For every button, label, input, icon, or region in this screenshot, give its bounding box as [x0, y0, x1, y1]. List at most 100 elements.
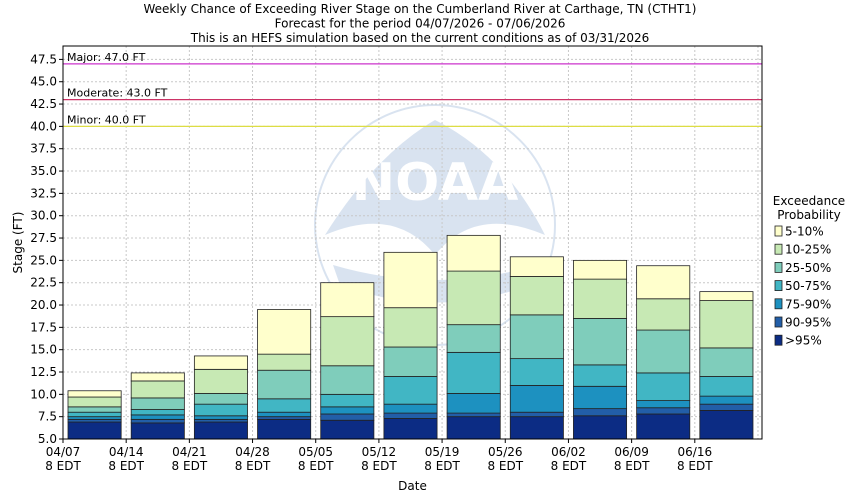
bar-segment	[383, 307, 438, 348]
bar-segment	[573, 408, 628, 417]
bar-segment	[636, 329, 691, 374]
threshold-label: Moderate: 43.0 FT	[67, 87, 168, 100]
x-tick-label-time: 8 EDT	[235, 459, 271, 473]
watermark-text: NOAA	[352, 153, 519, 213]
bar-segment	[130, 409, 185, 416]
x-tick-label-date: 04/28	[235, 445, 270, 459]
bar-segment	[699, 376, 754, 397]
bar-segment	[573, 385, 628, 410]
legend-label: >95%	[785, 334, 822, 348]
bar-segment	[67, 396, 122, 408]
x-tick-label-time: 8 EDT	[487, 459, 523, 473]
bar-segment	[699, 410, 754, 440]
y-axis-label: Stage (FT)	[11, 212, 25, 274]
bar-segment	[699, 300, 754, 349]
bar-segment	[573, 318, 628, 366]
bar-segment	[320, 419, 375, 440]
bar-segment	[383, 346, 438, 377]
bar-segment	[699, 395, 754, 405]
bar-segment	[257, 411, 312, 418]
bar-segment	[193, 403, 248, 417]
bar-segment	[67, 406, 122, 413]
bar-segment	[130, 397, 185, 410]
bar-segment	[193, 368, 248, 394]
x-tick-label-time: 8 EDT	[108, 459, 144, 473]
bar-segment	[446, 351, 501, 394]
bar-segment	[67, 416, 122, 420]
x-tick-label-time: 8 EDT	[172, 459, 208, 473]
bar-segment	[573, 415, 628, 440]
bar-segment	[636, 265, 691, 300]
bar-segment	[509, 256, 564, 277]
bar-segment	[130, 414, 185, 420]
x-tick-label-date: 04/14	[109, 445, 144, 459]
x-tick-label-date: 04/21	[172, 445, 207, 459]
bar-segment	[509, 314, 564, 360]
x-axis-label: Date	[398, 479, 427, 493]
y-tick-label: 25.0	[30, 253, 57, 267]
bar-segment	[257, 353, 312, 371]
bar-segment	[257, 416, 312, 420]
x-tick-label-time: 8 EDT	[677, 459, 713, 473]
bar-segment	[509, 416, 564, 440]
x-tick-label-time: 8 EDT	[45, 459, 81, 473]
bar-segment	[257, 369, 312, 400]
bar-segment	[446, 393, 501, 414]
chart-title-line-2: Forecast for the period 04/07/2026 - 07/…	[275, 17, 566, 31]
bar-segment	[446, 270, 501, 326]
bar-segment	[573, 278, 628, 319]
chart-title-line-1: Weekly Chance of Exceeding River Stage o…	[144, 2, 697, 16]
legend-label: 75-90%	[785, 297, 831, 311]
x-tick-label-date: 05/05	[298, 445, 333, 459]
x-tick-label-date: 05/26	[488, 445, 523, 459]
x-tick-label-time: 8 EDT	[361, 459, 397, 473]
bar-segment	[320, 406, 375, 415]
y-tick-label: 20.0	[30, 298, 57, 312]
legend-title: Exceedance	[773, 194, 845, 208]
legend-swatch	[774, 334, 783, 346]
legend-swatch	[774, 298, 783, 310]
bar-segment	[130, 372, 185, 382]
legend-swatch	[774, 316, 783, 328]
bar-segment	[573, 364, 628, 387]
legend-label: 90-95%	[785, 316, 831, 330]
bar-segment	[636, 372, 691, 401]
bar-segment	[67, 421, 122, 440]
threshold-label: Minor: 40.0 FT	[67, 113, 146, 126]
bar-segment	[636, 400, 691, 409]
y-tick-label: 22.5	[30, 276, 57, 290]
x-tick-label-time: 8 EDT	[298, 459, 334, 473]
bar-segment	[383, 412, 438, 419]
bar-segment	[573, 259, 628, 280]
legend-label: 5-10%	[785, 225, 824, 239]
x-tick-label-date: 06/09	[614, 445, 649, 459]
bar-segment	[383, 376, 438, 405]
bar-segment	[193, 421, 248, 440]
x-tick-label-date: 06/02	[551, 445, 586, 459]
y-tick-label: 32.5	[30, 186, 57, 200]
bar-segment	[257, 309, 312, 355]
bar-segment	[67, 411, 122, 418]
bar-segment	[636, 413, 691, 440]
legend-swatch	[774, 261, 783, 273]
legend-label: 50-75%	[785, 279, 831, 293]
bar-segment	[699, 291, 754, 301]
bar-segment	[130, 418, 185, 424]
y-tick-label: 35.0	[30, 164, 57, 178]
legend-label: 10-25%	[785, 243, 831, 257]
y-tick-label: 17.5	[30, 320, 57, 334]
bar-segment	[636, 298, 691, 331]
plot-frame	[62, 45, 763, 440]
bar-segment	[320, 282, 375, 318]
bar-segment	[67, 418, 122, 423]
bar-segment	[509, 385, 564, 413]
legend-swatch	[774, 280, 783, 292]
bar-segment	[383, 251, 438, 309]
x-tick-label-date: 04/07	[46, 445, 81, 459]
y-tick-label: 7.5	[38, 410, 57, 424]
bar-segment	[257, 418, 312, 440]
watermark-bird	[325, 120, 545, 255]
bar-segment	[446, 324, 501, 353]
bar-segment	[193, 418, 248, 423]
y-tick-label: 45.0	[30, 75, 57, 89]
